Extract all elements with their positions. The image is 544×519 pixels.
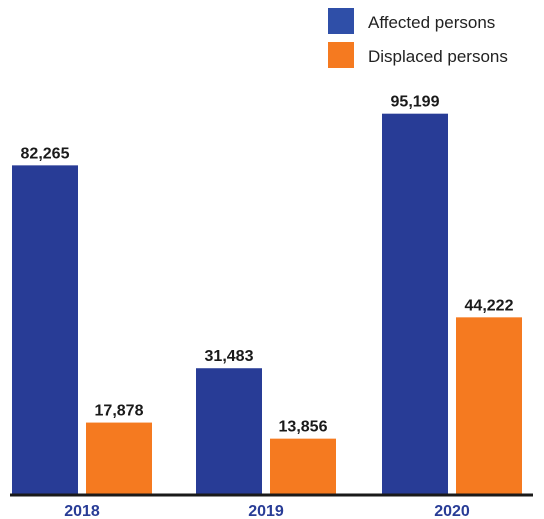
bar-displaced-2018 <box>86 422 152 494</box>
legend-label-affected: Affected persons <box>368 13 495 32</box>
legend-label-displaced: Displaced persons <box>368 47 508 66</box>
value-label-affected-2020: 95,199 <box>391 94 440 111</box>
bars-group: 82,265 17,878 31,483 13,856 95,199 44,222 <box>12 94 522 494</box>
x-tick-label-2018: 2018 <box>64 503 100 519</box>
value-label-affected-2018: 82,265 <box>21 145 70 162</box>
bar-affected-2019 <box>196 368 262 494</box>
bar-affected-2018 <box>12 165 78 494</box>
value-label-displaced-2019: 13,856 <box>279 419 328 436</box>
legend-swatch-displaced <box>328 42 354 68</box>
value-label-affected-2019: 31,483 <box>205 348 254 365</box>
bar-displaced-2019 <box>270 438 336 494</box>
x-tick-label-2020: 2020 <box>434 503 470 519</box>
bar-affected-2020 <box>382 113 448 494</box>
x-tick-label-2019: 2019 <box>248 503 284 519</box>
legend: Affected persons Displaced persons <box>328 8 508 68</box>
value-label-displaced-2018: 17,878 <box>95 403 144 420</box>
value-label-displaced-2020: 44,222 <box>465 297 514 314</box>
x-axis-labels: 2018 2019 2020 <box>64 503 470 519</box>
bar-displaced-2020 <box>456 317 522 494</box>
legend-swatch-affected <box>328 8 354 34</box>
